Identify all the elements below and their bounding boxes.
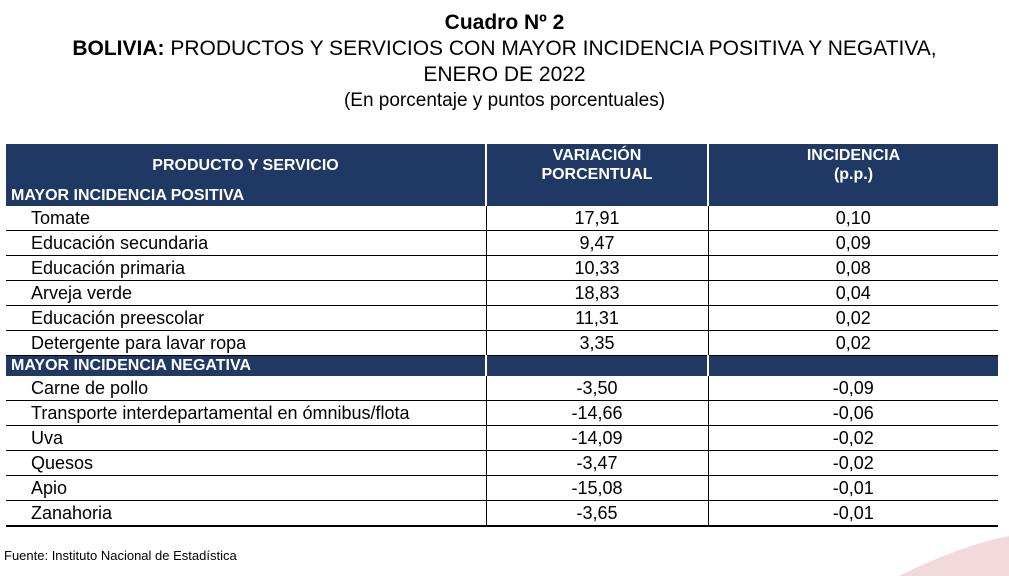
section-spacer (485, 355, 708, 376)
incidence-value: 0,08 (707, 255, 998, 281)
section-spacer (707, 186, 998, 206)
table-row: Apio -15,08 -0,01 (6, 475, 998, 501)
product-name: Zanahoria (6, 500, 486, 527)
table-row: Carne de pollo -3,50 -0,09 (6, 376, 998, 401)
table-row: Detergente para lavar ropa 3,35 0,02 (6, 330, 998, 356)
product-name: Transporte interdepartamental en ómnibus… (6, 400, 486, 426)
table-row: Educación primaria 10,33 0,08 (6, 255, 998, 281)
product-name: Educación secundaria (6, 230, 486, 256)
incidence-value: 0,04 (707, 280, 998, 306)
product-name: Arveja verde (6, 280, 486, 306)
table-row: Educación secundaria 9,47 0,09 (6, 230, 998, 256)
product-name: Educación primaria (6, 255, 486, 281)
incidence-table: PRODUCTO Y SERVICIO VARIACIÓN PORCENTUAL … (6, 144, 998, 527)
table-row: Transporte interdepartamental en ómnibus… (6, 400, 998, 426)
product-name: Apio (6, 475, 486, 501)
section-row: MAYOR INCIDENCIA NEGATIVA (6, 355, 998, 376)
variation-value: 11,31 (485, 305, 708, 331)
incidence-value: 0,02 (707, 330, 998, 356)
variation-value: 9,47 (485, 230, 708, 256)
section-spacer (707, 355, 998, 376)
table-caption: Cuadro Nº 2 BOLIVIA: PRODUCTOS Y SERVICI… (0, 10, 1009, 114)
product-name: Quesos (6, 450, 486, 476)
title-description: PRODUCTOS Y SERVICIOS CON MAYOR INCIDENC… (164, 37, 937, 60)
incidence-value: -0,09 (707, 376, 998, 401)
product-name: Uva (6, 425, 486, 451)
table-row: Quesos -3,47 -0,02 (6, 450, 998, 476)
variation-value: -3,65 (485, 500, 708, 527)
incidence-value: -0,01 (707, 500, 998, 527)
product-name: Detergente para lavar ropa (6, 330, 486, 356)
decorative-swoosh (899, 536, 1009, 576)
incidence-value: 0,02 (707, 305, 998, 331)
incidence-value: -0,01 (707, 475, 998, 501)
table-row: Arveja verde 18,83 0,04 (6, 280, 998, 306)
header-product: PRODUCTO Y SERVICIO (6, 144, 487, 186)
variation-value: 10,33 (485, 255, 708, 281)
variation-value: -14,66 (485, 400, 708, 426)
section-row: MAYOR INCIDENCIA POSITIVA (6, 186, 998, 206)
incidence-value: -0,06 (707, 400, 998, 426)
header-incidence: INCIDENCIA (p.p.) (708, 144, 998, 186)
header-variation: VARIACIÓN PORCENTUAL (486, 144, 709, 186)
table-row: Uva -14,09 -0,02 (6, 425, 998, 451)
variation-value: -3,50 (485, 376, 708, 401)
source-note: Fuente: Instituto Nacional de Estadístic… (4, 548, 237, 563)
table-row: Zanahoria -3,65 -0,01 (6, 500, 998, 527)
incidence-value: -0,02 (707, 450, 998, 476)
product-name: Educación preescolar (6, 305, 486, 331)
variation-value: -3,47 (485, 450, 708, 476)
incidence-value: 0,10 (707, 206, 998, 231)
table-title: BOLIVIA: PRODUCTOS Y SERVICIOS CON MAYOR… (0, 36, 1009, 62)
variation-value: -14,09 (485, 425, 708, 451)
table-units: (En porcentaje y puntos porcentuales) (343, 90, 666, 111)
section-label: MAYOR INCIDENCIA NEGATIVA (6, 355, 486, 376)
title-country: BOLIVIA: (72, 37, 165, 60)
variation-value: 17,91 (485, 206, 708, 231)
variation-value: 18,83 (485, 280, 708, 306)
section-label: MAYOR INCIDENCIA POSITIVA (6, 186, 486, 206)
variation-value: -15,08 (485, 475, 708, 501)
header-row: PRODUCTO Y SERVICIO VARIACIÓN PORCENTUAL … (6, 144, 998, 186)
product-name: Carne de pollo (6, 376, 486, 401)
table-body: MAYOR INCIDENCIA POSITIVA Tomate 17,91 0,10… (6, 186, 998, 527)
table-number: Cuadro Nº 2 (444, 11, 565, 34)
product-name: Tomate (6, 206, 486, 231)
table-period: ENERO DE 2022 (423, 63, 586, 86)
incidence-value: -0,02 (707, 425, 998, 451)
section-spacer (485, 186, 708, 206)
table-row: Tomate 17,91 0,10 (6, 206, 998, 231)
table-row: Educación preescolar 11,31 0,02 (6, 305, 998, 331)
variation-value: 3,35 (485, 330, 708, 356)
incidence-value: 0,09 (707, 230, 998, 256)
